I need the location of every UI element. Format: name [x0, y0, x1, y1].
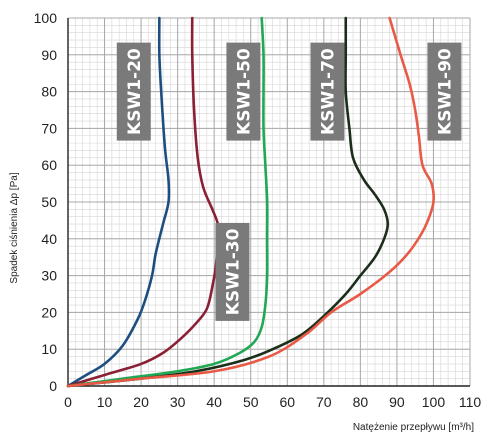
- x-tick-label: 80: [353, 394, 369, 410]
- y-tick-label: 100: [34, 10, 58, 26]
- x-tick-label: 10: [97, 394, 113, 410]
- x-tick-label: 100: [422, 394, 446, 410]
- series-label-text: KSW1-50: [234, 48, 254, 135]
- y-axis-label: Spadek ciśnienia Δp [Pa]: [9, 172, 20, 283]
- tick-labels: 0 10 20 30 40 50 60 70 80 90 100 110 0 10 20 30 40 50 60 70…: [34, 10, 482, 410]
- y-tick-label: 40: [41, 231, 57, 247]
- x-tick-label: 50: [243, 394, 259, 410]
- series-line-ksw1-70: [66, 16, 390, 388]
- axes: [67, 18, 470, 387]
- x-tick-label: 90: [389, 394, 405, 410]
- y-tick-label: 30: [41, 268, 57, 284]
- x-tick-label: 70: [316, 394, 332, 410]
- series-label-box: [310, 42, 345, 141]
- x-tick-label: 20: [133, 394, 149, 410]
- y-tick-label: 10: [41, 341, 57, 357]
- series-label-box: [226, 42, 261, 141]
- series-line-ksw1-50: [66, 16, 269, 388]
- series-label-box: [427, 42, 462, 141]
- x-tick-label: 0: [64, 394, 72, 410]
- x-tick-label: 30: [170, 394, 186, 410]
- series-labels: KSW1-20 KSW1-50 KSW1-70 KSW1-90 KSW1-30: [116, 42, 462, 321]
- series-line-ksw1-90: [66, 16, 435, 388]
- x-axis-label: Natężenie przepływu [m³/h]: [353, 422, 474, 433]
- y-tick-label: 90: [41, 47, 57, 63]
- series-label-text: KSW1-30: [223, 228, 243, 315]
- x-tick-label: 110: [459, 394, 482, 410]
- y-tick-label: 0: [49, 378, 57, 394]
- series-label-ksw1-70: KSW1-70: [310, 42, 345, 141]
- y-tick-label: 20: [41, 304, 57, 320]
- series-lines: [66, 16, 435, 388]
- series-label-box: [116, 42, 151, 141]
- series-label-ksw1-30: KSW1-30: [215, 222, 250, 321]
- series-label-ksw1-50: KSW1-50: [226, 42, 261, 141]
- y-tick-label: 70: [41, 120, 57, 136]
- series-label-box: [215, 222, 250, 321]
- x-tick-label: 40: [206, 394, 222, 410]
- series-line-ksw1-20: [66, 16, 171, 388]
- series-label-ksw1-20: KSW1-20: [116, 42, 151, 141]
- x-tick-label: 60: [279, 394, 295, 410]
- series-label-text: KSW1-20: [125, 48, 145, 135]
- y-tick-label: 50: [41, 194, 57, 210]
- series-label-ksw1-90: KSW1-90: [427, 42, 462, 141]
- series-label-text: KSW1-90: [435, 48, 455, 135]
- series-label-text: KSW1-70: [318, 48, 338, 135]
- y-tick-label: 80: [41, 84, 57, 100]
- y-tick-label: 60: [41, 157, 57, 173]
